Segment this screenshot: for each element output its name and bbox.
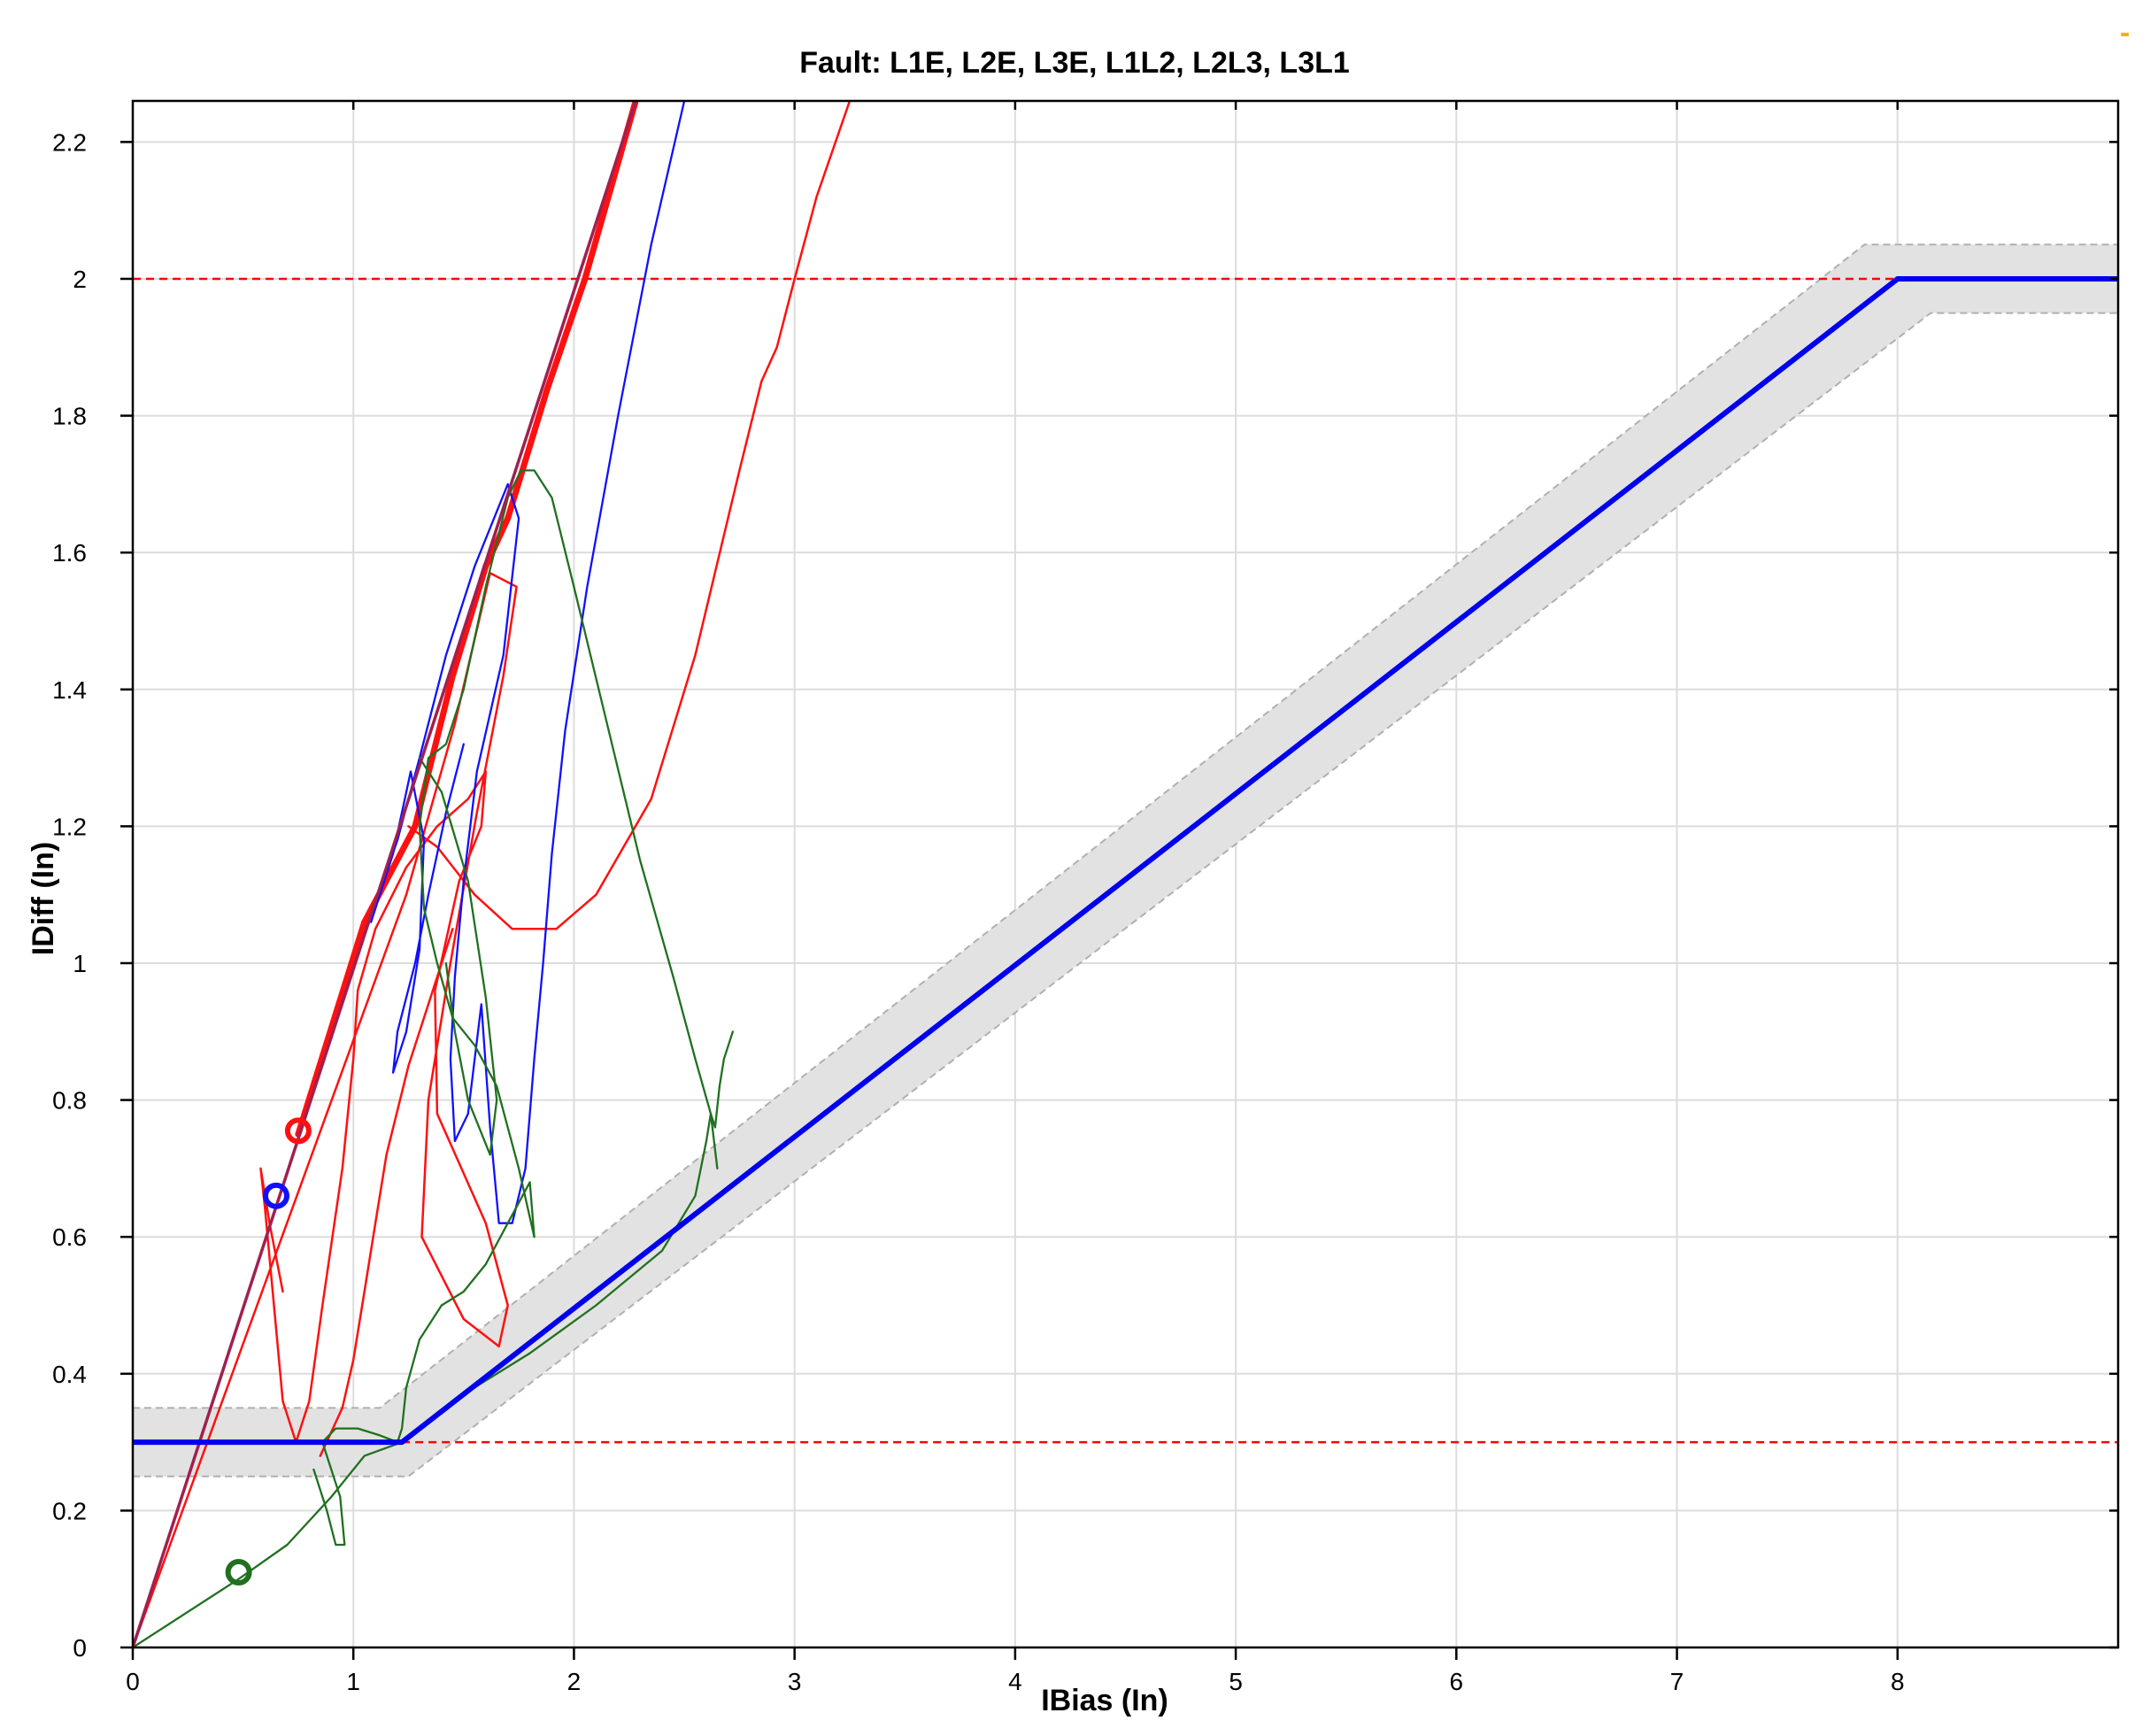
plot-frame (131, 99, 2120, 1649)
y-tick-label: 2 (73, 266, 87, 293)
y-tick-label: 1 (73, 950, 87, 977)
corner-mark: - (2120, 16, 2130, 50)
x-tick-label: 3 (788, 1668, 802, 1695)
y-axis-label: IDiff (In) (27, 842, 60, 955)
tolerance-band-area (133, 244, 2118, 1477)
y-tick-label: 0 (73, 1634, 87, 1662)
x-tick-label: 1 (346, 1668, 360, 1695)
characteristic-line (133, 276, 2118, 1446)
y-tick-label: 1.4 (52, 676, 87, 704)
start-markers (225, 1117, 312, 1586)
start-marker (225, 1558, 252, 1586)
x-axis-label: IBias (In) (1041, 1684, 1168, 1717)
trajectories (133, 101, 852, 1647)
tolerance-band (133, 243, 2118, 1478)
x-tick-label: 2 (567, 1668, 582, 1695)
chart-title: Fault: L1E, L2E, L3E, L1L2, L2L3, L3L1 (799, 46, 1350, 80)
x-tick-label: 0 (126, 1668, 140, 1695)
trajectory-line (133, 1030, 735, 1647)
start-marker (262, 1182, 289, 1209)
trajectory-line (366, 101, 686, 1224)
trajectory-line (319, 928, 454, 1457)
y-tick-label: 0.2 (52, 1497, 87, 1524)
characteristic-curve (133, 276, 2118, 1446)
x-tick-label: 4 (1008, 1668, 1022, 1695)
x-tick-label: 6 (1450, 1668, 1464, 1695)
x-tick-label: 7 (1670, 1668, 1684, 1695)
trajectory-line (133, 101, 637, 1647)
y-tick-label: 2.2 (52, 128, 87, 156)
tolerance-band-lower (133, 312, 2118, 1478)
y-tick-label: 1.2 (52, 813, 87, 840)
y-tick-label: 1.6 (52, 539, 87, 567)
y-tick-label: 0.6 (52, 1223, 87, 1251)
trajectory-line (370, 743, 465, 1074)
trajectory-line (312, 469, 719, 1547)
trajectory-line (133, 572, 518, 1647)
trajectory-line (418, 756, 498, 1156)
x-tick-label: 8 (1891, 1668, 1905, 1695)
y-tick-label: 1.8 (52, 403, 87, 430)
trajectory-line (407, 101, 852, 930)
axis-ticks: 0 1 2 3 4 5 6 7 8 0 0.2 0.4 0.6 0.8 1 1.2 1.4 1.6 1.8 2 2.2 (52, 101, 2118, 1695)
y-tick-label: 0.8 (52, 1087, 87, 1115)
start-marker (284, 1117, 312, 1145)
y-tick-label: 0.4 (52, 1361, 87, 1388)
limit-lines (133, 277, 2118, 1444)
x-tick-label: 5 (1229, 1668, 1243, 1695)
tolerance-band-upper (133, 243, 2118, 1409)
